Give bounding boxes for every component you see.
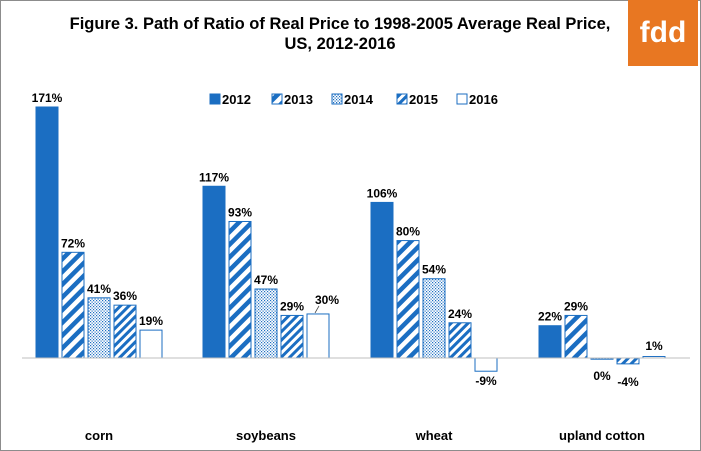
bar-upland-cotton-2012	[538, 325, 562, 359]
data-label-wheat-2012: 106%	[367, 186, 398, 200]
data-label-corn-2013: 72%	[61, 236, 85, 250]
data-label-upland-cotton-2016: 1%	[645, 339, 663, 353]
legend-swatch-2014	[331, 93, 343, 105]
bar-soybeans-2015	[280, 314, 304, 359]
legend-label-2016: 2016	[469, 92, 498, 107]
bar-wheat-2014	[422, 278, 446, 359]
data-label-soybeans-2012: 117%	[199, 170, 229, 184]
bar-soybeans-2013	[228, 220, 252, 359]
data-label-wheat-2015: 24%	[448, 307, 472, 321]
bar-wheat-2012	[370, 201, 394, 359]
bar-corn-2013	[61, 251, 85, 359]
data-label-wheat-2016: -9%	[475, 374, 497, 388]
data-label-wheat-2014: 54%	[422, 263, 446, 277]
data-label-corn-2014: 41%	[87, 282, 111, 296]
bar-soybeans-2012	[202, 185, 226, 359]
chart-legend: 2012 2013 2014 2015 2016	[209, 92, 498, 107]
legend-swatch-2013	[271, 93, 283, 105]
bar-soybeans-2016	[306, 313, 330, 359]
bar-wheat-2016	[474, 357, 498, 372]
legend-label-2015: 2015	[409, 92, 438, 107]
bar-soybeans-2014	[254, 288, 278, 359]
bar-corn-2014	[87, 297, 111, 359]
data-label-corn-2015: 36%	[113, 289, 137, 303]
data-label-upland-cotton-2015: -4%	[617, 375, 639, 389]
chart-title-line2: US, 2012-2016	[284, 35, 396, 53]
chart-title-line1: Figure 3. Path of Ratio of Real Price to…	[69, 15, 611, 33]
data-label-upland-cotton-2012: 22%	[538, 310, 562, 324]
category-label-upland-cotton: upland cotton	[559, 428, 645, 443]
data-label-wheat-2013: 80%	[396, 225, 420, 239]
bar-wheat-2013	[396, 240, 420, 359]
data-label-soybeans-2013: 93%	[228, 205, 252, 219]
bar-corn-2016	[139, 329, 163, 359]
legend-label-2012: 2012	[222, 92, 251, 107]
data-label-upland-cotton-2013: 29%	[564, 299, 588, 313]
legend-swatch-2015	[396, 93, 408, 105]
data-label-soybeans-2014: 47%	[254, 273, 278, 287]
category-labels-group: corn soybeans wheat upland cotton	[85, 428, 645, 443]
category-label-soybeans: soybeans	[236, 428, 296, 443]
bars-group	[35, 106, 666, 372]
legend-label-2014: 2014	[344, 92, 374, 107]
data-label-soybeans-2016: 30%	[315, 293, 339, 307]
legend-swatch-2016	[456, 93, 468, 105]
leader-line-soybeans-2016	[314, 305, 320, 314]
bar-upland-cotton-2015	[616, 357, 640, 365]
category-label-corn: corn	[85, 428, 113, 443]
data-labels-group: 171%72%41%36%19%117%93%47%29% 30%106%80%5…	[32, 91, 663, 389]
chart-title: Figure 3. Path of Ratio of Real Price to…	[40, 14, 640, 54]
data-label-corn-2012: 171%	[32, 91, 63, 105]
bar-upland-cotton-2013	[564, 314, 588, 359]
bar-corn-2015	[113, 304, 137, 359]
fdd-logo: fdd	[628, 0, 698, 66]
data-label-corn-2016: 19%	[139, 314, 163, 328]
bar-wheat-2015	[448, 322, 472, 359]
category-label-wheat: wheat	[415, 428, 454, 443]
legend-label-2013: 2013	[284, 92, 313, 107]
bar-corn-2012	[35, 106, 59, 359]
data-label-upland-cotton-2014: 0%	[593, 369, 611, 383]
legend-swatch-2012	[209, 93, 221, 105]
data-label-soybeans-2015: 29%	[280, 299, 304, 313]
